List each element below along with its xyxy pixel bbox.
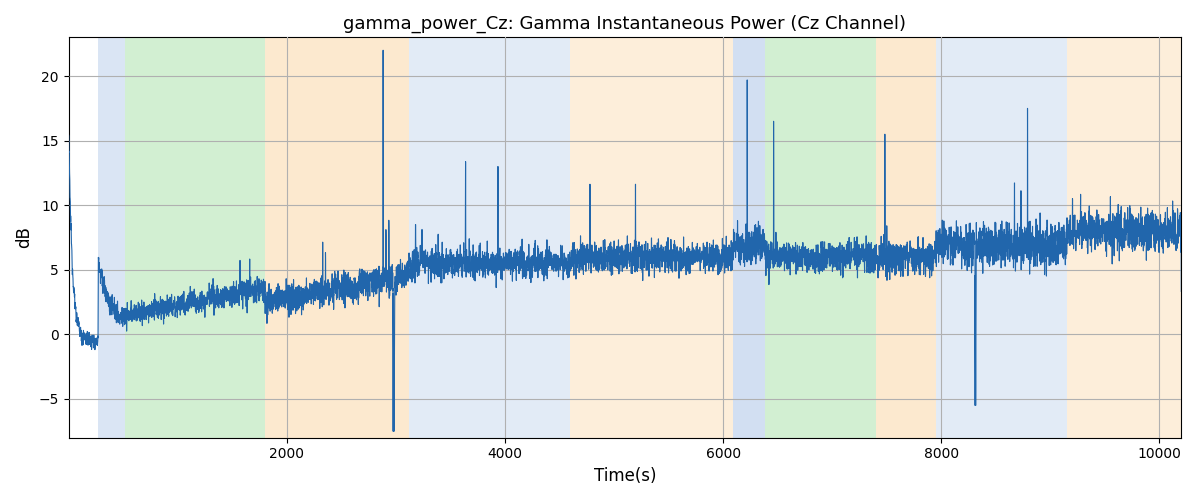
X-axis label: Time(s): Time(s) <box>594 467 656 485</box>
Bar <box>764 38 876 438</box>
Bar <box>409 38 570 438</box>
Bar <box>125 38 265 438</box>
Bar <box>936 38 1067 438</box>
Bar <box>570 38 733 438</box>
Bar <box>98 38 125 438</box>
Y-axis label: dB: dB <box>16 226 34 248</box>
Title: gamma_power_Cz: Gamma Instantaneous Power (Cz Channel): gamma_power_Cz: Gamma Instantaneous Powe… <box>343 15 906 34</box>
Bar <box>1067 38 1181 438</box>
Bar <box>265 38 409 438</box>
Bar <box>876 38 936 438</box>
Bar <box>733 38 764 438</box>
